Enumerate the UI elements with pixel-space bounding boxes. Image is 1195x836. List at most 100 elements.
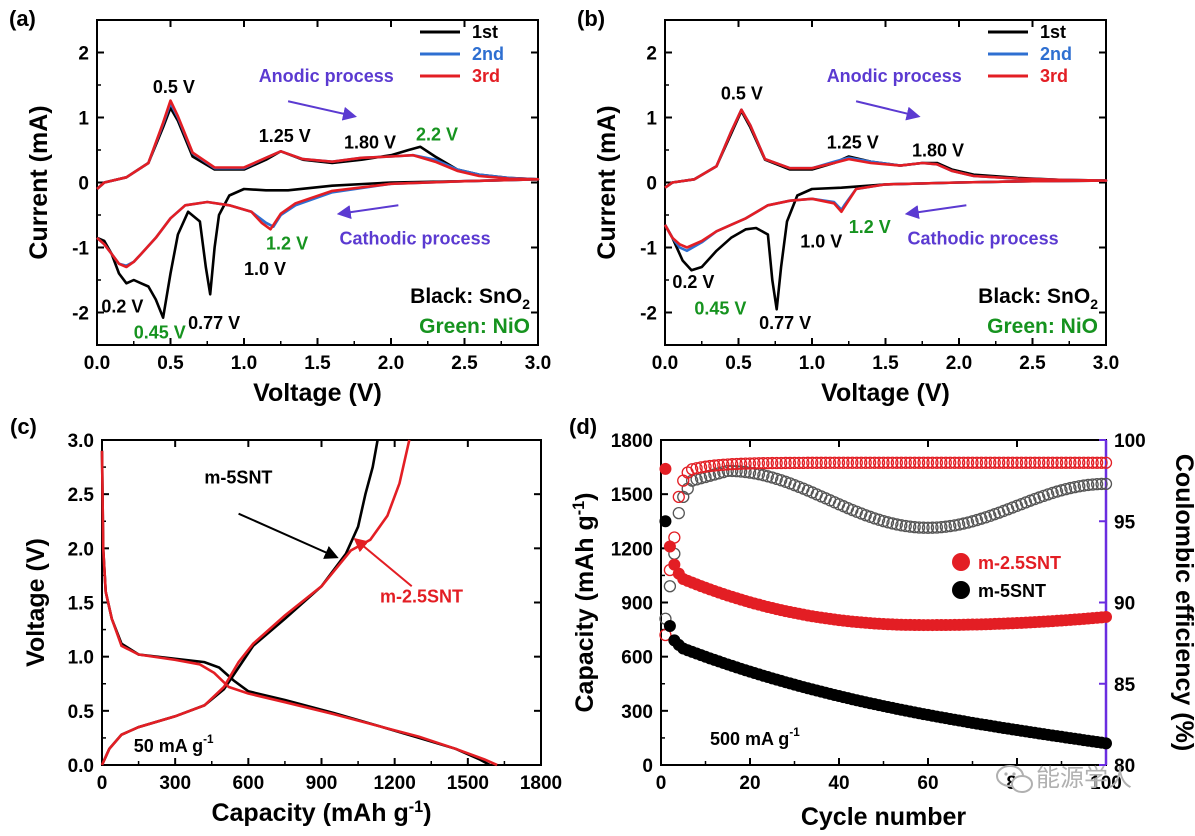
y-tick-label: 1800 xyxy=(611,431,653,452)
y2-tick-label: 80 xyxy=(1114,756,1135,777)
x-tick-label: 1200 xyxy=(374,773,416,794)
ce-marker-m-2.5SNT xyxy=(1064,456,1077,469)
ce-marker-m-2.5SNT xyxy=(846,456,859,469)
ce-marker-m-2.5SNT xyxy=(912,456,926,469)
ce-marker-m-2.5SNT xyxy=(895,456,908,469)
ce-marker-m-2.5SNT xyxy=(779,456,792,470)
y-tick-label: 900 xyxy=(621,594,653,615)
ce-marker-m-5SNT xyxy=(1086,478,1099,491)
ce-marker-m-2.5SNT xyxy=(797,456,810,470)
y2-tick-label: 100 xyxy=(1114,431,1146,452)
wechat-icon xyxy=(996,765,1033,793)
ce-marker-m-2.5SNT xyxy=(832,456,846,469)
y-tick-label: 1 xyxy=(78,109,89,130)
annotation-label: 1.2 V xyxy=(849,217,891,237)
y-tick-label: 1500 xyxy=(611,485,653,506)
ce-marker-m-5SNT xyxy=(761,470,774,483)
y-tick-label: -2 xyxy=(640,304,657,325)
ce-marker-m-5SNT xyxy=(957,517,970,530)
ce-marker-m-2.5SNT xyxy=(1019,456,1033,469)
ce-marker-m-5SNT xyxy=(730,465,743,478)
ce-marker-m-2.5SNT xyxy=(988,456,1001,469)
x-tick-label: 2.0 xyxy=(378,353,404,374)
ce-marker-m-2.5SNT xyxy=(815,456,828,469)
ce-marker-m-5SNT xyxy=(1095,477,1108,491)
ce-marker-m-2.5SNT xyxy=(935,456,948,469)
ce-marker-m-2.5SNT xyxy=(970,456,984,469)
annotation-label: m-2.5SNT xyxy=(380,587,463,607)
ce-marker-m-2.5SNT xyxy=(788,456,801,470)
y-tick-label: 300 xyxy=(621,702,653,723)
ce-marker-m-2.5SNT xyxy=(939,456,952,469)
ce-marker-m-2.5SNT xyxy=(1050,456,1064,469)
ce-marker-m-5SNT xyxy=(681,482,694,495)
x-tick-label: 1.5 xyxy=(304,353,331,374)
ce-marker-m-2.5SNT xyxy=(886,456,899,469)
panel-d: 0204060801000300600900120015001800808590… xyxy=(569,414,1195,831)
annotation-label: 1.2 V xyxy=(266,233,308,253)
y-tick-label: -2 xyxy=(72,304,89,325)
ce-marker-m-2.5SNT xyxy=(775,456,788,470)
ce-marker-m-2.5SNT xyxy=(966,456,979,469)
ce-marker-m-2.5SNT xyxy=(1082,456,1095,469)
ce-marker-m-2.5SNT xyxy=(890,456,903,469)
ce-marker-m-2.5SNT xyxy=(1055,456,1068,469)
x-axis-label: Cycle number xyxy=(801,803,967,831)
ce-marker-m-5SNT xyxy=(904,520,917,533)
ce-marker-m-2.5SNT xyxy=(810,456,823,469)
ce-marker-m-5SNT xyxy=(1099,477,1113,491)
ce-marker-m-5SNT xyxy=(899,519,912,533)
ce-marker-m-5SNT xyxy=(1055,484,1068,497)
ce-marker-m-5SNT xyxy=(1059,482,1073,496)
y-tick-label: 2.0 xyxy=(68,539,94,560)
ce-marker-m-5SNT xyxy=(1082,478,1095,492)
ce-marker-m-2.5SNT xyxy=(850,456,863,469)
capacity-marker-m-2.5SNT xyxy=(1100,610,1112,623)
ce-marker-m-2.5SNT xyxy=(752,457,766,470)
y2-axis-label: Coulombic efficiency (%) xyxy=(1170,454,1195,751)
capacity-marker-m-2.5SNT xyxy=(668,558,681,571)
annotation-arrow xyxy=(336,204,399,220)
ce-marker-m-2.5SNT xyxy=(917,456,930,469)
ce-marker-m-2.5SNT xyxy=(864,456,877,469)
ce-marker-m-2.5SNT xyxy=(792,456,806,470)
x-tick-label: 0.5 xyxy=(725,353,752,374)
annotation-label: Anodic process xyxy=(827,66,962,86)
ce-marker-m-2.5SNT xyxy=(984,456,997,469)
ce-marker-m-5SNT xyxy=(1090,477,1104,491)
ce-marker-m-2.5SNT xyxy=(1099,456,1113,469)
ce-marker-m-2.5SNT xyxy=(948,456,961,469)
ce-marker-m-2.5SNT xyxy=(868,456,881,469)
annotation-label: 500 mA g-1 xyxy=(710,726,800,749)
ce-marker-m-2.5SNT xyxy=(979,456,992,469)
legend-label: 2nd xyxy=(472,44,504,64)
composition-label: Black: SnO2 xyxy=(978,285,1098,312)
ce-marker-m-2.5SNT xyxy=(703,459,717,473)
y-tick-label: 1.0 xyxy=(68,648,94,669)
y-tick-label: 0.5 xyxy=(68,702,95,723)
ce-marker-m-2.5SNT xyxy=(690,462,703,475)
legend-marker xyxy=(952,581,970,599)
annotation-arrow xyxy=(287,100,357,121)
capacity-marker-m-2.5SNT xyxy=(659,462,672,475)
legend-label: 3rd xyxy=(472,66,500,86)
annotation-arrow xyxy=(353,537,413,588)
composition-label: Green: NiO xyxy=(987,315,1098,338)
panel-label: (c) xyxy=(10,414,37,439)
ce-marker-m-2.5SNT xyxy=(717,458,730,471)
ce-marker-m-5SNT xyxy=(1068,480,1081,494)
ce-marker-m-5SNT xyxy=(757,469,770,482)
ce-marker-m-2.5SNT xyxy=(761,456,774,470)
ce-marker-m-2.5SNT xyxy=(1042,456,1055,469)
ce-marker-m-5SNT xyxy=(672,506,685,520)
panel-label: (a) xyxy=(9,6,36,31)
annotation-arrow xyxy=(238,512,339,559)
plot-frame xyxy=(660,439,1107,766)
plot-frame xyxy=(101,439,542,766)
y-tick-label: 1 xyxy=(646,109,657,130)
capacity-marker-m-5SNT xyxy=(663,619,676,632)
y-axis-label: Current (mA) xyxy=(593,105,621,259)
ce-marker-m-2.5SNT xyxy=(872,456,886,469)
x-tick-label: 1.5 xyxy=(872,353,899,374)
